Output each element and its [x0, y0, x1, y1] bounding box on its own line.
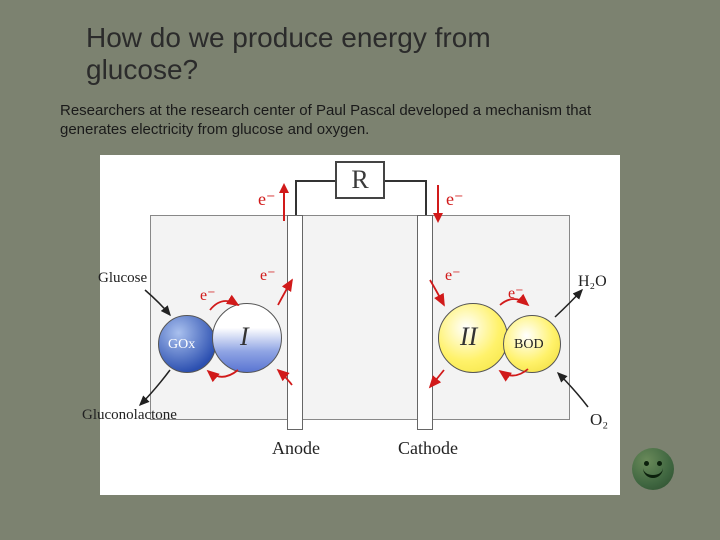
smiley-mouth — [643, 468, 663, 478]
anode-electrode — [287, 215, 303, 430]
cathode-wire — [425, 180, 427, 215]
e-small-3: e⁻ — [445, 265, 461, 285]
biofuel-cell-diagram: R e⁻ e⁻ Glucose Gluconolactone H₂O O₂ An… — [100, 155, 620, 495]
slide-title: How do we produce energy from glucose? — [86, 22, 586, 86]
gluconolactone-label: Gluconolactone — [82, 407, 177, 424]
e-small-4: e⁻ — [508, 283, 524, 303]
e-small-1: e⁻ — [200, 285, 216, 305]
bod-label: BOD — [514, 337, 544, 353]
roman-I-label: I — [240, 322, 249, 352]
roman-II-label: II — [460, 322, 477, 352]
load-resistor-box: R — [335, 161, 385, 199]
cathode-label: Cathode — [398, 438, 458, 459]
e-label-cathode-wire: e⁻ — [446, 189, 464, 210]
o2-label: O₂ — [590, 410, 608, 430]
load-resistor-label: R — [351, 165, 368, 195]
anode-wire — [295, 180, 297, 215]
slide-subtitle: Researchers at the research center of Pa… — [60, 102, 620, 140]
glucose-label: Glucose — [98, 270, 147, 287]
smiley-eye-left — [644, 461, 649, 466]
diagram-frame: R e⁻ e⁻ Glucose Gluconolactone H₂O O₂ An… — [100, 155, 620, 495]
smiley-eye-right — [657, 461, 662, 466]
electron-arrow-up — [276, 183, 292, 223]
solution-container — [150, 215, 570, 420]
cathode-electrode — [417, 215, 433, 430]
anode-label: Anode — [272, 438, 320, 459]
anode-wire-horiz — [295, 180, 335, 182]
smiley-icon — [632, 448, 674, 490]
h2o-label: H₂O — [578, 273, 607, 291]
cathode-wire-horiz — [385, 180, 427, 182]
electron-arrow-down — [430, 183, 446, 223]
e-label-anode-wire: e⁻ — [258, 189, 276, 210]
gox-label: GOx — [168, 337, 195, 353]
e-small-2: e⁻ — [260, 265, 276, 285]
